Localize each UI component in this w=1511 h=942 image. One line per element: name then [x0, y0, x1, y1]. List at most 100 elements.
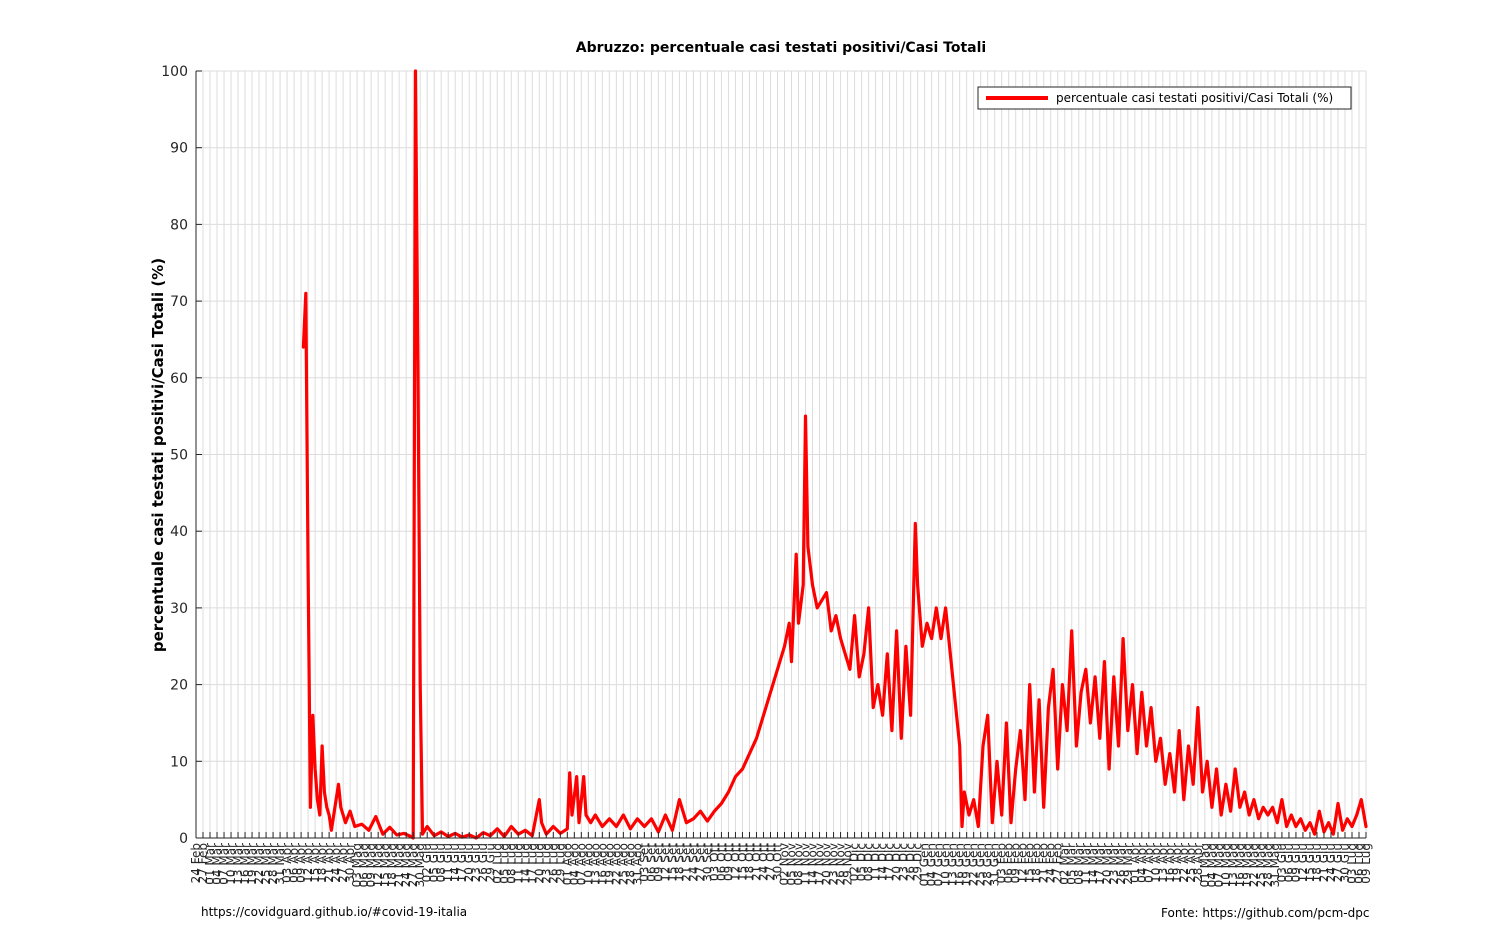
x-tick-label: 09 Apr: [294, 843, 308, 883]
x-tick-label: 18 Ott: [742, 843, 756, 881]
x-tick-label: 11 Giu: [441, 843, 455, 882]
x-tick-label: 19 Ago: [602, 843, 616, 885]
x-tick-label: 03 Set: [637, 843, 651, 882]
x-tick-label: 27 Apr: [336, 843, 350, 883]
x-tick-label: 24 Mag: [399, 843, 413, 887]
x-tick-label: 26 Dic: [904, 843, 918, 881]
x-tick-label: 28 Ago: [623, 843, 637, 885]
x-tick-label: 06 Apr: [287, 843, 301, 883]
x-tick-label: 25 Ago: [616, 843, 630, 885]
x-tick-label: 10 Gen: [939, 843, 953, 886]
x-tick-label: 30 Ott: [770, 843, 784, 881]
x-tick-label: 14 Dic: [876, 843, 890, 881]
x-tick-label: 22 Ago: [609, 843, 623, 885]
x-tick-label: 18 Giu: [1310, 843, 1324, 882]
x-tick-label: 16 Gen: [953, 843, 967, 886]
x-tick-label: 07 Gen: [932, 843, 946, 886]
x-tick-label: 24 Feb: [189, 843, 203, 883]
x-tick-label: 06 Giu: [1282, 843, 1296, 882]
x-tick-label: 04 Gen: [925, 843, 939, 886]
x-tick-label: 07 Apr: [1142, 843, 1156, 883]
x-tick-label: 14 Mar: [1086, 843, 1100, 885]
x-tick-label: 07 Mar: [217, 843, 231, 885]
footer-source-right: Fonte: https://github.com/pcm-dpc: [1161, 906, 1370, 920]
x-tick-label: 12 Giu: [1296, 843, 1310, 882]
x-tick-label: 31 Gen: [988, 843, 1002, 886]
x-tick-label: 16 Apr: [1163, 843, 1177, 883]
x-tick-label: 29 Mar: [1121, 843, 1135, 885]
x-tick-label: 15 Giu: [1303, 843, 1317, 882]
x-tick-label: 24 Ott: [756, 843, 770, 881]
x-tick-label: 06 Feb: [1002, 843, 1016, 883]
x-tick-label: 02 Lug: [490, 843, 504, 884]
x-tick-label: 30 Mag: [413, 843, 427, 887]
legend-entry-label: percentuale casi testati positivi/Casi T…: [1056, 91, 1333, 105]
y-tick-label: 80: [170, 217, 188, 233]
x-tick-label: 24 Apr: [329, 843, 343, 883]
x-tick-label: 21 Feb: [1037, 843, 1051, 883]
x-tick-label: 12 Ott: [728, 843, 742, 881]
x-tick-label: 18 Set: [672, 843, 686, 882]
x-tick-label: 23 Nov: [827, 843, 841, 886]
x-tick-label: 19 Gen: [960, 843, 974, 886]
x-tick-label: 03 Feb: [995, 843, 1009, 883]
x-tick-label: 01 Gen: [918, 843, 932, 886]
x-tick-label: 25 Mar: [259, 843, 273, 885]
x-tick-label: 17 Mar: [1093, 843, 1107, 885]
x-tick-label: 05 Nov: [785, 843, 799, 886]
x-tick-label: 09 Giu: [1289, 843, 1303, 882]
x-tick-label: 08 Giu: [434, 843, 448, 882]
x-tick-label: 27 Feb: [1051, 843, 1065, 883]
x-tick-label: 20 Dic: [890, 843, 904, 881]
x-tick-label: 06 Set: [644, 843, 658, 882]
x-tick-label: 13 Ago: [588, 843, 602, 885]
x-tick-label: 10 Apr: [1149, 843, 1163, 883]
x-tick-label: 21 Giu: [1317, 843, 1331, 882]
x-tick-label: 28 Apr: [1191, 843, 1205, 883]
x-tick-label: 18 Apr: [315, 843, 329, 883]
y-tick-label: 90: [170, 141, 188, 157]
legend: percentuale casi testati positivi/Casi T…: [977, 86, 1352, 110]
x-tick-label: 11 Mar: [1079, 843, 1093, 885]
x-tick-label: 19 Mar: [245, 843, 259, 885]
x-tick-label: 29 Lug: [553, 843, 567, 884]
x-tick-label: 05 Giu: [427, 843, 441, 882]
x-tick-label: 14 Lug: [518, 843, 532, 884]
x-tick-label: 17 Lug: [525, 843, 539, 884]
x-tick-label: 23 Giu: [469, 843, 483, 882]
x-tick-label: 01 Ago: [560, 843, 574, 885]
x-tick-label: 21 Mag: [392, 843, 406, 887]
x-tick-label: 13 Mar: [231, 843, 245, 885]
y-tick-label: 10: [170, 754, 188, 770]
x-tick-label: 27 Mag: [406, 843, 420, 887]
x-tick-label: 02 Giu: [420, 843, 434, 882]
x-tick-label: 31 Mag: [1268, 843, 1282, 887]
x-tick-label: 10 Ago: [581, 843, 595, 885]
y-tick-label: 50: [170, 448, 188, 464]
x-tick-label: 22 Apr: [1177, 843, 1191, 883]
x-tick-label: 14 Giu: [448, 843, 462, 882]
x-tick-label: 28 Gen: [981, 843, 995, 886]
x-tick-label: 07 Ago: [574, 843, 588, 885]
x-tick-label: 18 Feb: [1030, 843, 1044, 883]
x-tick-label: 27 Feb: [196, 843, 210, 883]
x-tick-label: 15 Set: [665, 843, 679, 882]
x-tick-label: 04 Ago: [567, 843, 581, 885]
x-tick-label: 23 Lug: [539, 843, 553, 884]
x-tick-label: 13 Gen: [946, 843, 960, 886]
x-tick-label: 12 Apr: [301, 843, 315, 883]
y-tick-label: 100: [161, 64, 188, 80]
x-tick-label: 19 Apr: [1170, 843, 1184, 883]
x-tick-label: 03 Lug: [1345, 843, 1359, 884]
x-tick-label: 29 Dic: [911, 843, 925, 881]
x-tick-label: 15 Feb: [1023, 843, 1037, 883]
axes: [195, 70, 1367, 839]
x-tick-label: 12 Mag: [371, 843, 385, 887]
x-tick-label: 10 Mag: [1219, 843, 1233, 887]
x-tick-label: 05 Dic: [855, 843, 869, 881]
x-tick-label: 23 Dic: [897, 843, 911, 881]
y-tick-label: 0: [179, 831, 188, 847]
x-tick-label: 03 Ott: [707, 843, 721, 881]
x-tick-label: 13 Apr: [1156, 843, 1170, 883]
